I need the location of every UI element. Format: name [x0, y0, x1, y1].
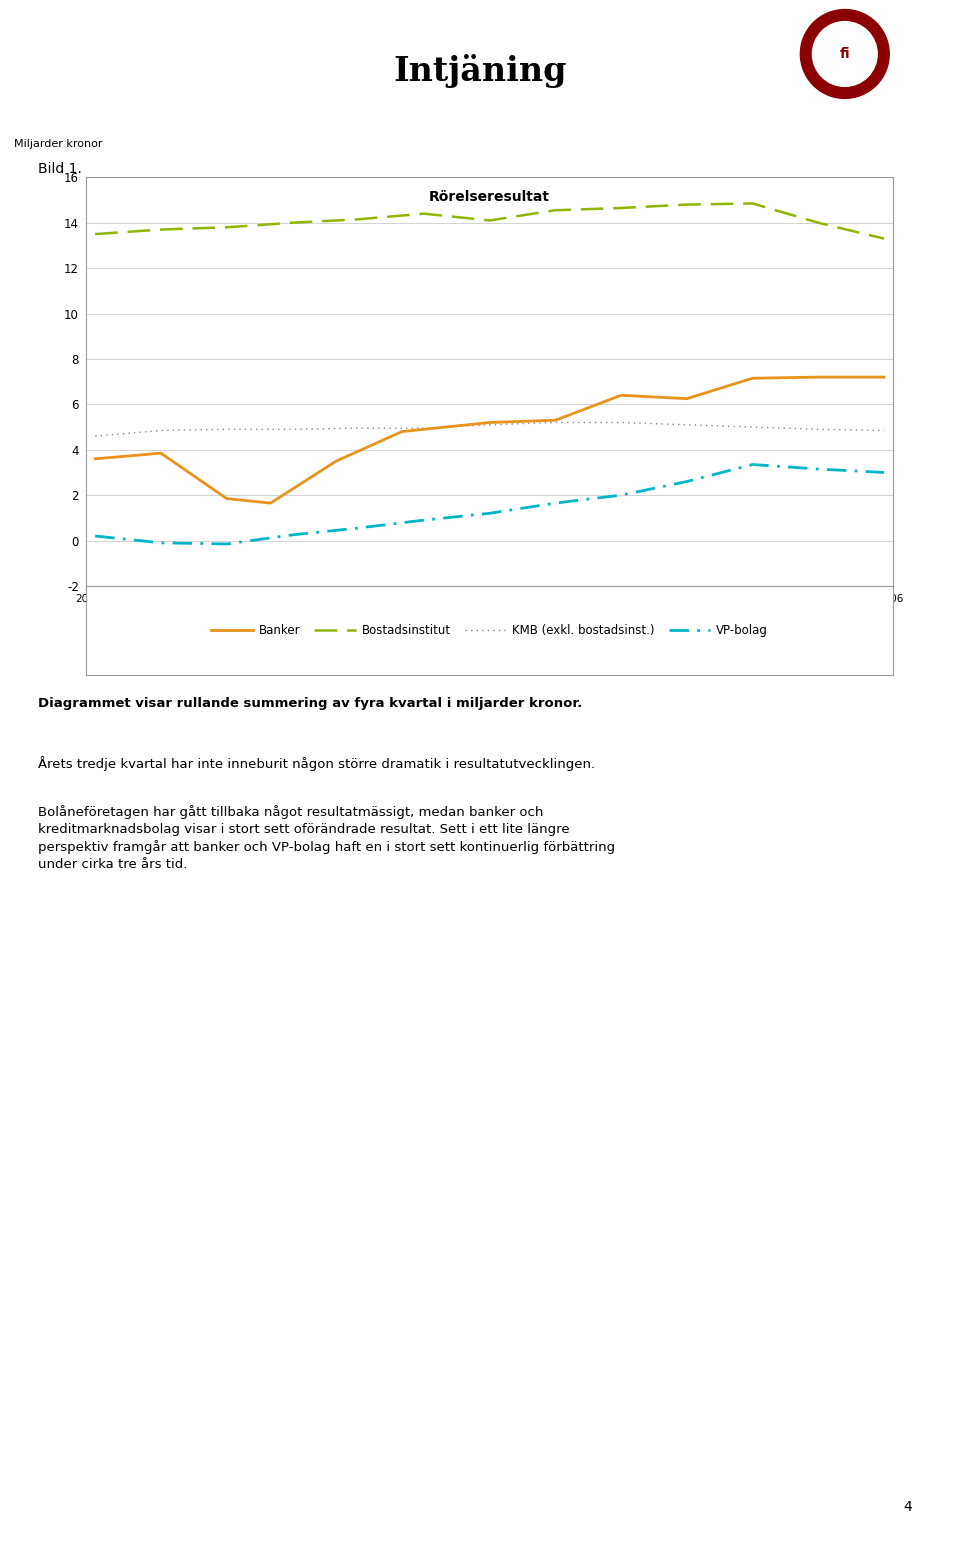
- Text: Bolåneföretagen har gått tillbaka något resultatmässigt, medan banker och
kredit: Bolåneföretagen har gått tillbaka något …: [38, 805, 615, 871]
- Text: Rörelseresultat: Rörelseresultat: [429, 190, 550, 204]
- Text: Bild 1.: Bild 1.: [38, 162, 83, 176]
- Text: 4: 4: [903, 1500, 912, 1514]
- Text: Diagrammet visar rullande summering av fyra kvartal i miljarder kronor.: Diagrammet visar rullande summering av f…: [38, 697, 583, 709]
- Circle shape: [812, 22, 877, 86]
- Text: fi: fi: [839, 46, 851, 62]
- Circle shape: [801, 9, 889, 99]
- Text: Miljarder kronor: Miljarder kronor: [13, 139, 103, 148]
- Text: Intjäning: Intjäning: [394, 54, 566, 88]
- Text: Årets tredje kvartal har inte inneburit någon större dramatik i resultatutveckli: Årets tredje kvartal har inte inneburit …: [38, 756, 595, 771]
- Legend: Banker, Bostadsinstitut, KMB (exkl. bostadsinst.), VP-bolag: Banker, Bostadsinstitut, KMB (exkl. bost…: [207, 620, 772, 641]
